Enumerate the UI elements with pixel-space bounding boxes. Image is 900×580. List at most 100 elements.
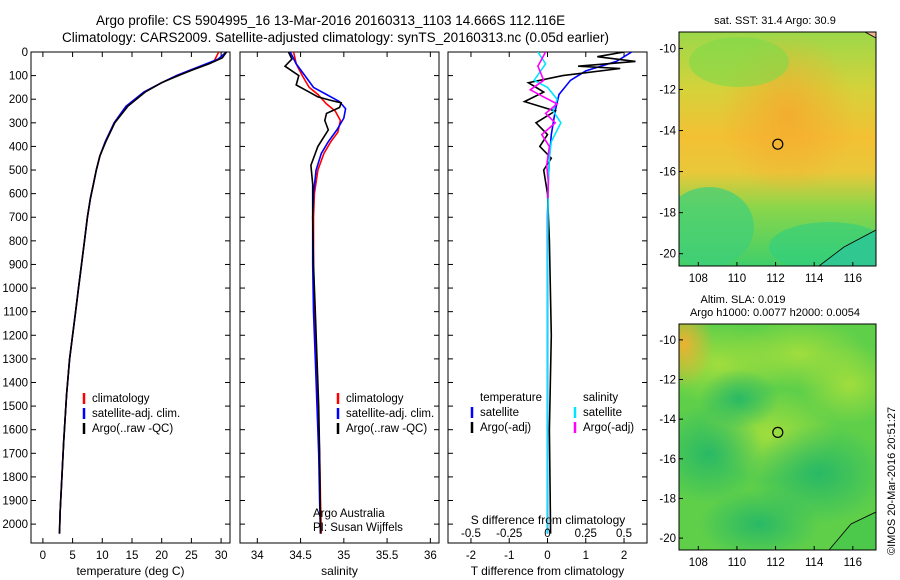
difference-series-temperature-argo-adj-: [522, 52, 636, 534]
sla-map-ytick-label: -14: [659, 414, 676, 426]
sst-map-ytick-label: -12: [659, 84, 676, 96]
sla-map-xtick-label: 114: [805, 557, 824, 569]
sla-map-argo-location-marker: [772, 426, 784, 438]
temperature-ytick-label: 2000: [2, 519, 28, 531]
temperature-ytick-label: 1500: [2, 401, 28, 413]
salinity-series-argo-raw-qc-: [283, 52, 343, 534]
difference-xtick-label: -1: [504, 550, 514, 562]
figure-title-line-1: Argo profile: CS 5904995_16 13-Mar-2016 …: [96, 13, 565, 28]
difference-profile-chart: -2 -1 0 1 2 T difference from climatology -0.5…: [447, 51, 648, 578]
salinity-legend-label: satellite-adj. clim.: [346, 408, 434, 420]
sla-map-xtick-label: 108: [689, 557, 708, 569]
difference-top-tick-label: -0.5: [461, 528, 481, 540]
difference-legend-salinity-title: salinity: [583, 392, 618, 404]
sla-field-anomaly: [679, 324, 714, 389]
temperature-xtick-label: 10: [96, 550, 109, 562]
sla-map-title: Altim. SLA: 0.019: [701, 294, 786, 306]
temperature-xtick-label: 15: [126, 550, 139, 562]
temperature-ytick-label: 200: [9, 94, 28, 106]
sla-map-ytick-label: -16: [659, 454, 676, 466]
temperature-xtick-label: 25: [185, 550, 198, 562]
sla-field-anomaly: [699, 489, 819, 550]
sst-map-ytick-label: -14: [659, 126, 676, 138]
temperature-ytick-label: 1200: [2, 330, 28, 342]
difference-temperature-legend-label: satellite: [480, 407, 519, 419]
temperature-xlabel: temperature (deg C): [76, 564, 184, 578]
sst-map-ytick-label: -20: [659, 249, 676, 261]
difference-series-group: [522, 52, 636, 534]
sla-map-xtick-label: 110: [728, 557, 746, 569]
difference-top-tick-label: 0.5: [616, 528, 632, 540]
temperature-ytick-label: 300: [9, 118, 28, 130]
salinity-xlabel: salinity: [321, 564, 358, 578]
difference-xtick-label: 0: [544, 550, 550, 562]
sst-field-cool-patch: [679, 187, 754, 266]
sst-map-title: sat. SST: 31.4 Argo: 30.9: [714, 15, 836, 27]
sst-map-xtick-label: 116: [844, 273, 862, 285]
temperature-ytick-label: 1600: [2, 425, 28, 437]
sst-map-xtick-label: 114: [805, 273, 824, 285]
temperature-ytick-label: 0: [22, 47, 28, 59]
difference-temperature-legend-label: Argo(-adj): [480, 422, 531, 434]
difference-xtick-label: 2: [621, 550, 627, 562]
salinity-legend-label: climatology: [346, 393, 404, 405]
salinity-xtick-label: 35: [337, 550, 350, 562]
temperature-legend-label: satellite-adj. clim.: [92, 408, 180, 420]
temperature-legend-label: Argo(..raw -QC): [92, 423, 173, 435]
temperature-ytick-label: 1300: [2, 354, 28, 366]
difference-xtick-label: -2: [466, 550, 476, 562]
salinity-xtick-label: 36: [424, 550, 437, 562]
salinity-xtick-label: 34.5: [289, 550, 311, 562]
sla-map-subtitle: Argo h1000: 0.0077 h2000: 0.0054: [690, 307, 860, 319]
temperature-ytick-label: 1700: [2, 448, 28, 460]
temperature-ytick-label: 800: [9, 236, 28, 248]
sst-map-ytick-label: -10: [659, 43, 676, 55]
salinity-xtick-label: 35.5: [376, 550, 398, 562]
sst-map-ytick-label: -18: [659, 208, 676, 220]
sla-map-ytick-label: -10: [659, 335, 676, 347]
sst-map-argo-location-marker: [772, 138, 784, 150]
sla-map-frame: [678, 323, 877, 551]
salinity-legend-label: Argo(..raw -QC): [346, 423, 427, 435]
temperature-ytick-label: 1400: [2, 377, 28, 389]
difference-top-tick-label: 0: [544, 528, 550, 540]
difference-salinity-legend-label: satellite: [583, 407, 622, 419]
sst-field-cool-patch: [689, 37, 789, 87]
temperature-profile-chart: 0 5 10 15 20 25 300100200300400500600700800900…: [2, 47, 231, 578]
sst-map: 108 110 112 114 116 -10 -12 -14 -16 -18 -20 sat. SS…: [659, 15, 877, 285]
salinity-plot-frame: [239, 51, 440, 544]
sla-field-anomaly: [799, 344, 876, 424]
difference-top-xlabel: S difference from climatology: [471, 513, 626, 527]
difference-series-salinity-argo-adj-: [528, 52, 559, 199]
temperature-series-argo-raw-qc-: [58, 52, 228, 534]
sst-map-xtick-label: 108: [689, 273, 708, 285]
salinity-annotation-institution: Argo Australia: [313, 508, 385, 520]
sst-map-frame: [678, 31, 877, 267]
sst-map-ytick-label: -16: [659, 167, 676, 179]
temperature-ytick-label: 100: [9, 71, 28, 83]
salinity-xtick-label: 34: [251, 550, 264, 562]
difference-top-tick-label: -0.25: [496, 528, 522, 540]
temperature-xtick-label: 20: [155, 550, 168, 562]
sla-map: 108 110 112 114 116 -10 -12 -14 -16 -18 -20 Altim. …: [659, 294, 877, 569]
imos-credit: ©IMOS 20-Mar-2016 20:51:27: [886, 407, 898, 555]
sst-coastline: [818, 229, 876, 266]
temperature-ytick-label: 500: [9, 165, 28, 177]
sla-map-ytick-label: -18: [659, 493, 676, 505]
temperature-ytick-label: 1000: [2, 283, 28, 295]
temperature-plot-frame: [30, 51, 231, 544]
temperature-ytick-label: 900: [9, 259, 28, 271]
salinity-annotation-pi: PI: Susan Wijffels: [313, 522, 403, 534]
temperature-ytick-label: 400: [9, 141, 28, 153]
temperature-ytick-label: 600: [9, 189, 28, 201]
difference-legend-temperature-title: temperature: [480, 392, 542, 404]
sla-map-ytick-label: -12: [659, 375, 676, 387]
sla-map-ytick-label: -20: [659, 533, 676, 545]
sla-field-anomaly: [699, 369, 779, 429]
difference-top-tick-label: 0.25: [575, 528, 597, 540]
sla-coastline: [828, 511, 876, 550]
sst-land-corner: [864, 32, 876, 39]
difference-xtick-label: 1: [583, 550, 589, 562]
temperature-ytick-label: 1900: [2, 496, 28, 508]
